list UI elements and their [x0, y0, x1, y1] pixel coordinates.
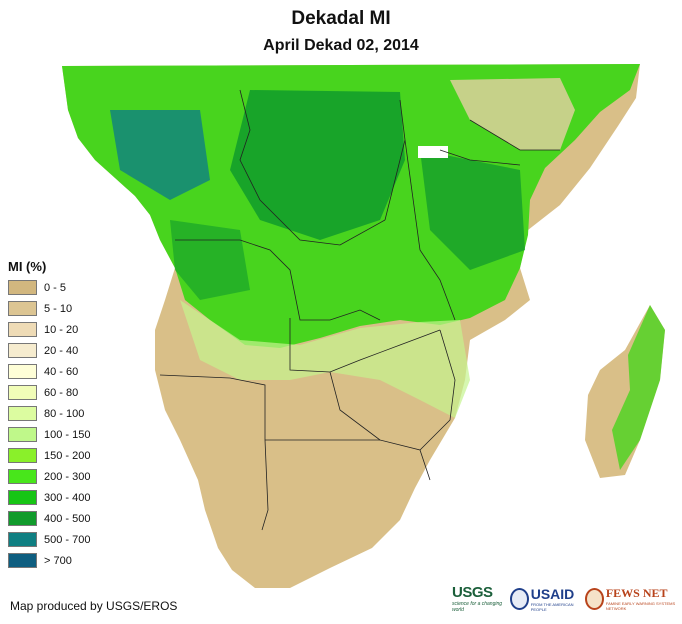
- legend-swatch: [8, 343, 37, 358]
- legend-swatch: [8, 301, 37, 316]
- legend-item: 10 - 20: [8, 319, 90, 340]
- legend-swatch: [8, 490, 37, 505]
- usaid-wordmark: USAID: [530, 585, 575, 602]
- legend-swatch: [8, 385, 37, 400]
- legend-label: 150 - 200: [44, 449, 91, 462]
- legend-swatch: [8, 322, 37, 337]
- usgs-wordmark: USGS: [452, 584, 493, 601]
- legend-label: 500 - 700: [44, 533, 91, 546]
- legend-swatch: [8, 448, 37, 463]
- legend-item: 40 - 60: [8, 361, 90, 382]
- legend-label: 10 - 20: [44, 323, 79, 336]
- madagascar-green: [612, 305, 665, 470]
- usaid-logo: USAID FROM THE AMERICAN PEOPLE: [509, 585, 581, 612]
- usgs-logo: USGS science for a changing world: [452, 584, 506, 613]
- usaid-tagline: FROM THE AMERICAN PEOPLE: [530, 601, 574, 612]
- legend-item: > 700: [8, 550, 90, 571]
- legend-label: 40 - 60: [44, 365, 79, 378]
- legend-swatch: [8, 280, 37, 295]
- usaid-seal-icon: [509, 587, 529, 610]
- legend-swatch: [8, 511, 37, 526]
- legend-swatch: [8, 532, 37, 547]
- legend-label: 100 - 150: [44, 428, 91, 441]
- credit-text: Map produced by USGS/EROS: [10, 599, 178, 613]
- fewsnet-tagline: FAMINE EARLY WARNING SYSTEMS NETWORK: [605, 601, 676, 611]
- legend-label: > 700: [44, 554, 72, 567]
- lake-victoria: [418, 146, 448, 158]
- usgs-tagline: science for a changing world: [452, 601, 503, 613]
- legend-label: 5 - 10: [44, 302, 73, 315]
- legend-item: 300 - 400: [8, 487, 90, 508]
- legend-swatch: [8, 406, 37, 421]
- legend-label: 300 - 400: [44, 491, 91, 504]
- fewsnet-wordmark: FEWS NET: [605, 586, 668, 600]
- wet-core-east: [420, 150, 525, 270]
- wet-core-west: [110, 110, 210, 200]
- legend-item: 20 - 40: [8, 340, 90, 361]
- legend-item: 0 - 5: [8, 277, 90, 298]
- lighter-green-patches: [180, 300, 470, 418]
- legend: MI (%) 0 - 5 5 - 10 10 - 20 20 - 40 40 - 60 6…: [8, 259, 90, 571]
- legend-item: 80 - 100: [8, 403, 90, 424]
- legend-swatch: [8, 469, 37, 484]
- legend-item: 5 - 10: [8, 298, 90, 319]
- country-borders: [159, 89, 560, 531]
- dry-horn: [450, 78, 575, 150]
- logos: USGS science for a changing world USAID …: [452, 584, 682, 613]
- legend-swatch: [8, 364, 37, 379]
- wet-core-congo: [230, 90, 405, 240]
- legend-item: 400 - 500: [8, 508, 90, 529]
- legend-title: MI (%): [8, 259, 47, 274]
- map-subtitle: April Dekad 02, 2014: [263, 37, 419, 54]
- fewsnet-seal-icon: [584, 587, 604, 610]
- legend-item: 200 - 300: [8, 466, 90, 487]
- legend-item: 500 - 700: [8, 529, 90, 550]
- legend-item: 60 - 80: [8, 382, 90, 403]
- legend-swatch: [8, 427, 37, 442]
- legend-label: 80 - 100: [44, 407, 85, 420]
- legend-label: 400 - 500: [44, 512, 91, 525]
- legend-item: 100 - 150: [8, 424, 90, 445]
- map-title: Dekadal MI: [291, 8, 391, 29]
- legend-item: 150 - 200: [8, 445, 90, 466]
- legend-swatch: [8, 553, 37, 568]
- legend-label: 200 - 300: [44, 470, 91, 483]
- legend-label: 20 - 40: [44, 344, 79, 357]
- fewsnet-logo: FEWS NET FAMINE EARLY WARNING SYSTEMS NE…: [584, 586, 682, 611]
- legend-label: 0 - 5: [44, 281, 67, 294]
- legend-label: 60 - 80: [44, 386, 79, 399]
